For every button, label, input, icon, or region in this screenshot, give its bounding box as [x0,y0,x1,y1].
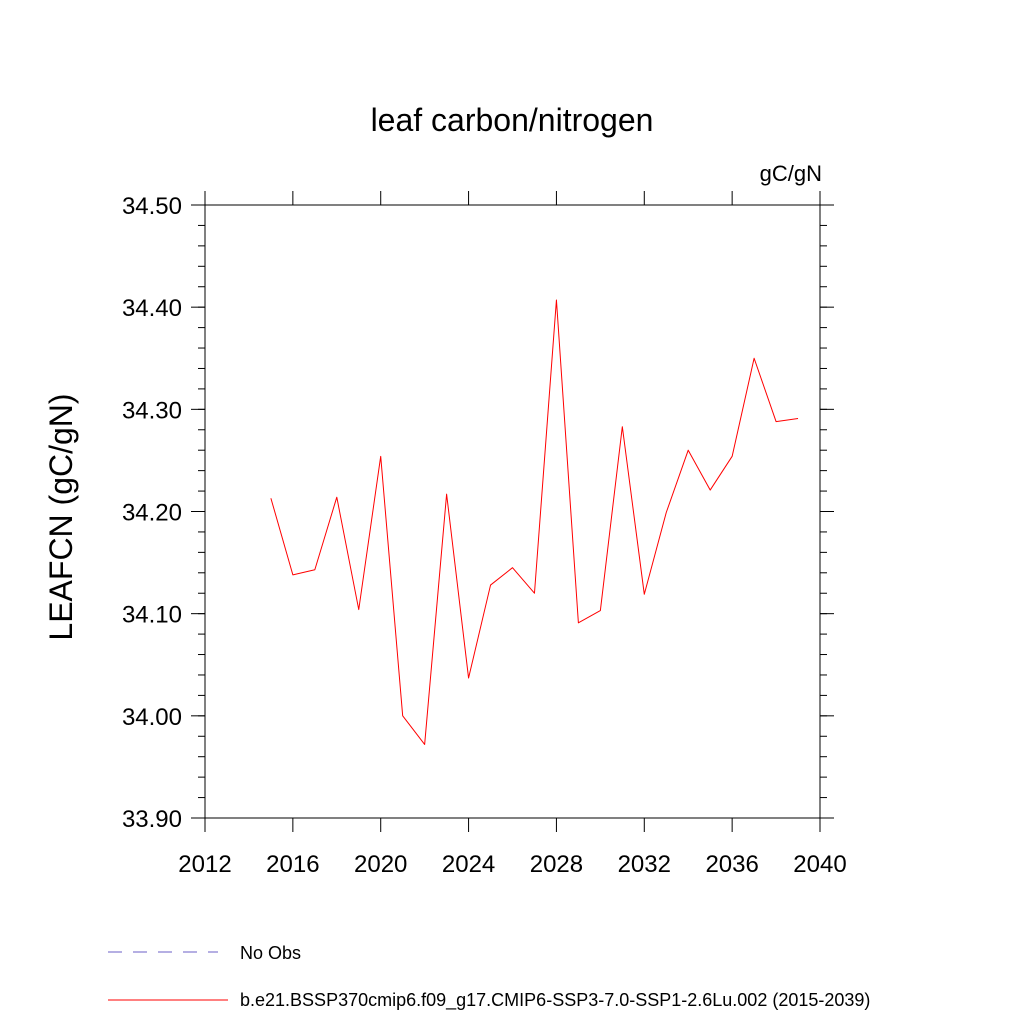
x-tick-label: 2028 [530,851,583,878]
x-tick-label: 2032 [618,851,671,878]
y-tick-label: 34.20 [122,500,182,527]
chart-title: leaf carbon/nitrogen [371,102,654,138]
series-layer [270,299,799,745]
x-tick-label: 2016 [266,851,319,878]
x-tick-label: 2020 [354,851,407,878]
legend: No Obs b.e21.BSSP370cmip6.f09_g17.CMIP6-… [108,943,870,1011]
y-tick-label: 34.10 [122,602,182,629]
y-tick-label: 33.90 [122,806,182,833]
plot-frame [204,204,821,819]
legend-label-no-obs: No Obs [240,943,301,963]
axes: 2012 2016 2020 2024 2028 2032 2036 2040 33.90 34.… [122,191,847,878]
y-tick-label: 34.50 [122,193,182,220]
y-tick-label: 34.30 [122,397,182,424]
legend-label-model: b.e21.BSSP370cmip6.f09_g17.CMIP6-SSP3-7.… [240,990,870,1011]
x-tick-label: 2040 [793,851,846,878]
units-label: gC/gN [760,161,822,186]
x-tick-label: 2012 [178,851,231,878]
x-tick-label: 2024 [442,851,495,878]
y-tick-label: 34.40 [122,295,182,322]
x-tick-label: 2036 [705,851,758,878]
series-line-0 [270,299,799,745]
y-tick-label: 34.00 [122,704,182,731]
y-axis-label: LEAFCN (gC/gN) [43,393,79,640]
